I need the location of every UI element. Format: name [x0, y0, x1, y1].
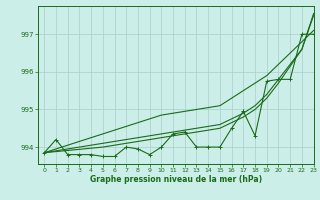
X-axis label: Graphe pression niveau de la mer (hPa): Graphe pression niveau de la mer (hPa) [90, 175, 262, 184]
